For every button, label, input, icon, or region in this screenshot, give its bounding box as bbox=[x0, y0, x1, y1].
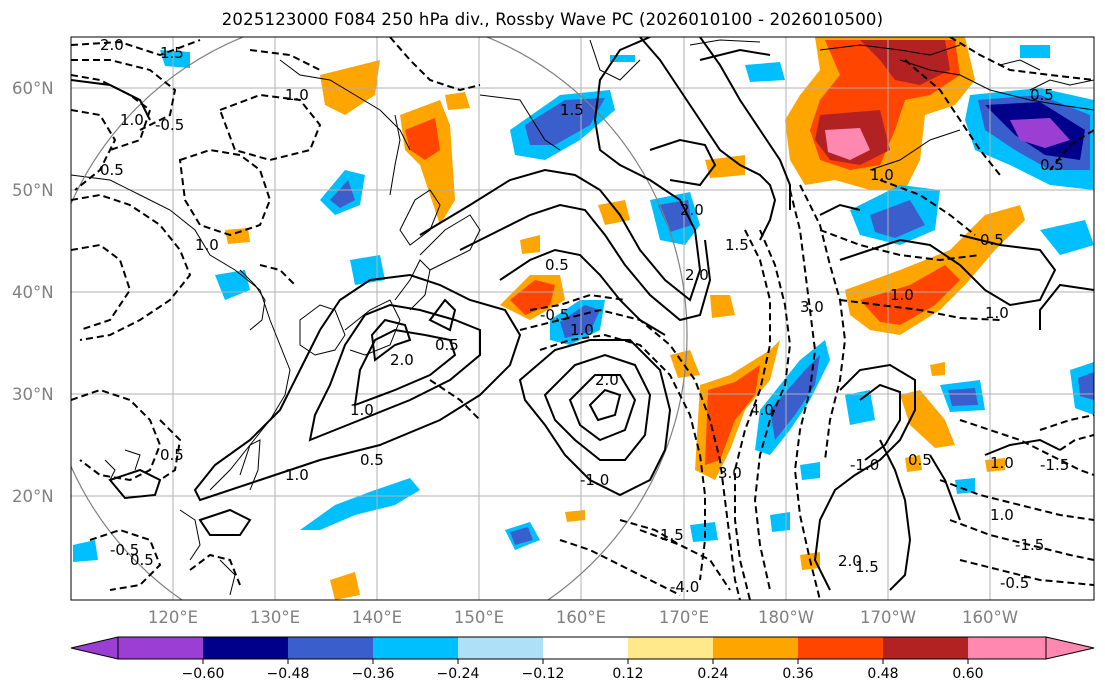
contour-label: 3.0 bbox=[800, 298, 824, 316]
contour-label: 1.0 bbox=[285, 86, 309, 104]
colorbar-tick-label: −0.60 bbox=[182, 666, 225, 682]
contour-label: 1.5 bbox=[560, 101, 584, 119]
projection-circle bbox=[71, 37, 688, 600]
contour-label: 0.5 bbox=[545, 256, 569, 274]
colorbar-segment bbox=[883, 637, 968, 659]
colorbar-tick-label: −0.36 bbox=[352, 666, 395, 682]
lat-label: 60°N bbox=[12, 79, 54, 98]
contour-label: 0.5 bbox=[130, 551, 154, 569]
lon-label: 130°E bbox=[250, 608, 300, 627]
contour-label: 1.0 bbox=[570, 321, 594, 339]
contour-label: 1.5 bbox=[725, 236, 749, 254]
colorbar-segment bbox=[798, 637, 883, 659]
contour-label: -1.5 bbox=[1015, 536, 1044, 554]
colorbar-tick-label: −0.24 bbox=[437, 666, 480, 682]
contour-label: 1.0 bbox=[985, 304, 1009, 322]
contour-label: 0.5 bbox=[908, 451, 932, 469]
contour-labels: 2.0 1.5 1.0 -0.5 0.5 1.0 1.0 0.5 2.0 1.5… bbox=[100, 36, 1069, 596]
contour-label: -1.5 bbox=[1040, 456, 1069, 474]
contour-label: 1.5 bbox=[660, 526, 684, 544]
lat-label: 50°N bbox=[12, 181, 54, 200]
colorbar-segment bbox=[458, 637, 543, 659]
lat-label: 40°N bbox=[12, 283, 54, 302]
contour-label: 1.0 bbox=[990, 454, 1014, 472]
plot-frame bbox=[70, 36, 1095, 601]
lon-label: 160°E bbox=[556, 608, 606, 627]
colorbar-segment bbox=[288, 637, 373, 659]
colorbar-segment bbox=[628, 637, 713, 659]
contour-label: 0.5 bbox=[1040, 156, 1064, 174]
lat-label: 20°N bbox=[12, 487, 54, 506]
lon-label: 140°E bbox=[352, 608, 402, 627]
graticule bbox=[71, 37, 1094, 600]
colorbar-segment bbox=[373, 637, 458, 659]
lon-label: 160°W bbox=[962, 608, 1018, 627]
lon-label: 170°E bbox=[659, 608, 709, 627]
contour-label: 1.0 bbox=[870, 166, 894, 184]
contour-label: 0.5 bbox=[100, 161, 124, 179]
contour-label: 0.5 bbox=[980, 231, 1004, 249]
contour-label: 4.0 bbox=[750, 401, 774, 419]
lon-label: 150°E bbox=[454, 608, 504, 627]
contour-label: 1.5 bbox=[160, 44, 184, 62]
colorbar-segment bbox=[968, 637, 1046, 659]
colorbar-tick-label: −0.12 bbox=[522, 666, 565, 682]
contour-label: 2.0 bbox=[685, 266, 709, 284]
negative-contours bbox=[71, 37, 1094, 600]
coastlines bbox=[71, 39, 1094, 596]
contour-label: 1.0 bbox=[195, 236, 219, 254]
contour-label: 2.0 bbox=[595, 371, 619, 389]
contour-label: 0.5 bbox=[435, 336, 459, 354]
contour-label: -1.0 bbox=[850, 456, 879, 474]
colorbar-segment bbox=[543, 637, 628, 659]
contour-label: -0.5 bbox=[1000, 574, 1029, 592]
plot-title: 2025123000 F084 250 hPa div., Rossby Wav… bbox=[221, 10, 884, 29]
contour-label: 0.5 bbox=[1030, 86, 1054, 104]
colorbar-tick-label: 0.60 bbox=[952, 666, 983, 682]
longitude-labels: 120°E 130°E 140°E 150°E 160°E 170°E 180°… bbox=[148, 608, 1018, 627]
lon-label: 180°W bbox=[758, 608, 814, 627]
contour-label: 0.5 bbox=[160, 446, 184, 464]
contour-label: 2.0 bbox=[100, 36, 124, 54]
contour-label: -0.5 bbox=[155, 116, 184, 134]
contour-label: -4.0 bbox=[670, 578, 699, 596]
positive-contours bbox=[71, 37, 1094, 591]
colorbar-tick-label: 0.12 bbox=[612, 666, 643, 682]
contour-label: 1.0 bbox=[350, 401, 374, 419]
colorbar-tick-label: 0.36 bbox=[782, 666, 813, 682]
contour-label: 1.0 bbox=[120, 111, 144, 129]
contour-label: -0.5 bbox=[540, 306, 569, 324]
lon-label: 170°W bbox=[860, 608, 916, 627]
colorbar-tick-label: −0.48 bbox=[267, 666, 310, 682]
colorbar-segment bbox=[118, 637, 203, 659]
contour-label: 2.0 bbox=[838, 552, 862, 570]
contour-label: 1.0 bbox=[890, 286, 914, 304]
latitude-labels: 60°N 50°N 40°N 30°N 20°N bbox=[12, 79, 54, 506]
colorbar: −0.60 −0.48 −0.36 −0.24 −0.12 0.12 0.24 … bbox=[70, 636, 1095, 682]
contour-label: 1.5 bbox=[855, 558, 879, 576]
contour-label: 2.0 bbox=[680, 201, 704, 219]
contour-label: -1.0 bbox=[580, 471, 609, 489]
contour-label: 2.0 bbox=[390, 351, 414, 369]
lon-label: 120°E bbox=[148, 608, 198, 627]
colorbar-arrow-left bbox=[70, 636, 119, 660]
divergence-shading bbox=[73, 37, 1094, 600]
contour-label: 1.0 bbox=[285, 466, 309, 484]
colorbar-tick-label: 0.24 bbox=[697, 666, 728, 682]
contour-label: 3.0 bbox=[718, 464, 742, 482]
colorbar-segment bbox=[203, 637, 288, 659]
lat-label: 30°N bbox=[12, 385, 54, 404]
colorbar-frame bbox=[117, 636, 1047, 660]
contour-label: 1.0 bbox=[990, 506, 1014, 524]
colorbar-segment bbox=[713, 637, 798, 659]
contour-label: 0.5 bbox=[360, 451, 384, 469]
colorbar-arrow-right bbox=[1045, 636, 1095, 660]
contour-label: -0.5 bbox=[110, 541, 139, 559]
colorbar-tick-label: 0.48 bbox=[867, 666, 898, 682]
